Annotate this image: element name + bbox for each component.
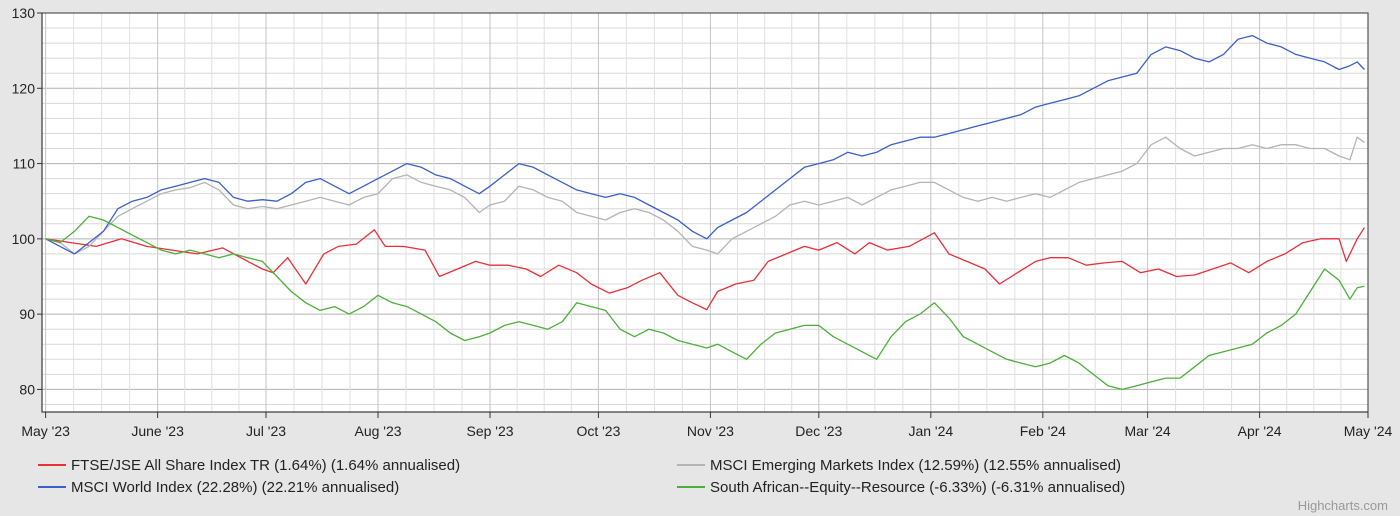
axes: 80 90 100 110 120 130 May '23 June '23 Jul '23 Au… (12, 5, 1393, 439)
credits-text[interactable]: Highcharts.com (1298, 498, 1388, 513)
legend: FTSE/JSE All Share Index TR (1.64%) (1.6… (38, 457, 1125, 496)
series-line-2[interactable] (45, 136, 1365, 255)
x-tick-label: Mar '24 (1124, 423, 1170, 439)
x-tick-label: Jan '24 (908, 423, 953, 439)
x-tick-label: Sep '23 (466, 423, 513, 439)
y-tick-label: 100 (12, 231, 36, 247)
x-tick-label: Aug '23 (354, 423, 401, 439)
series-line-3[interactable] (45, 34, 1365, 255)
y-tick-label: 90 (19, 306, 35, 322)
plot-area (42, 13, 1368, 412)
legend-item-1[interactable]: FTSE/JSE All Share Index TR (1.64%) (1.6… (38, 457, 460, 474)
x-tick-label: Dec '23 (795, 423, 842, 439)
y-tick-label: 80 (19, 381, 35, 397)
x-tick-label: Feb '24 (1020, 423, 1066, 439)
series-lines (45, 34, 1365, 391)
x-tick-label: June '23 (131, 423, 184, 439)
y-tick-label: 130 (12, 5, 36, 21)
legend-label: MSCI Emerging Markets Index (12.59%) (12… (710, 457, 1121, 474)
legend-item-3[interactable]: MSCI World Index (22.28%) (22.21% annual… (38, 479, 399, 496)
legend-label: South African--Equity--Resource (-6.33%)… (710, 479, 1125, 496)
grid-lines (42, 12, 1369, 412)
x-tick-label: Oct '23 (576, 423, 620, 439)
y-tick-label: 120 (12, 80, 36, 96)
legend-item-4[interactable]: South African--Equity--Resource (-6.33%)… (677, 479, 1125, 496)
x-tick-label: Nov '23 (687, 423, 734, 439)
x-tick-label: May '24 (1344, 423, 1393, 439)
y-tick-label: 110 (13, 156, 36, 172)
legend-label: MSCI World Index (22.28%) (22.21% annual… (71, 479, 399, 496)
x-tick-label: May '23 (21, 423, 70, 439)
series-line-1[interactable] (45, 227, 1365, 311)
x-tick-label: Apr '24 (1238, 423, 1282, 439)
series-line-4[interactable] (45, 215, 1365, 391)
legend-item-2[interactable]: MSCI Emerging Markets Index (12.59%) (12… (677, 457, 1121, 474)
x-tick-label: Jul '23 (246, 423, 286, 439)
legend-label: FTSE/JSE All Share Index TR (1.64%) (1.6… (71, 457, 460, 474)
